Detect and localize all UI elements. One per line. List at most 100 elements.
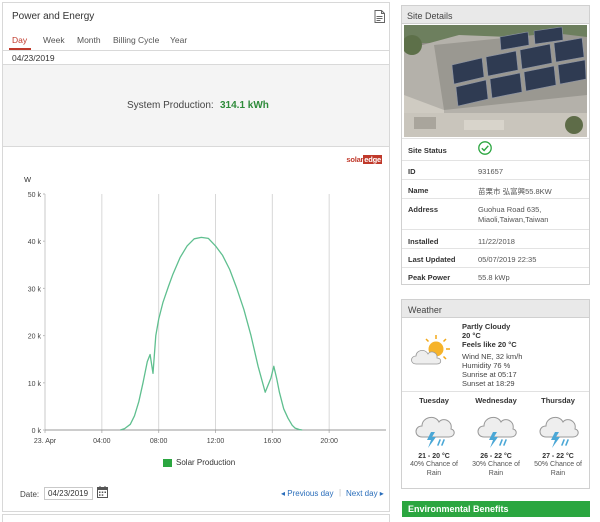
weather-title: Weather: [408, 305, 442, 315]
forecast-divider: [402, 391, 589, 392]
site-last-updated-value: 05/07/2019 22:35: [478, 255, 537, 264]
nav-separator: |: [339, 488, 342, 497]
production-summary: System Production: 314.1 kWh: [3, 65, 389, 147]
row-site-id: ID 931657: [402, 160, 589, 179]
weather-sunset: Sunset at 18:29: [462, 379, 515, 388]
x-tick-label: 04:00: [93, 438, 111, 445]
row-site-address: Address Guohua Road 635, Miaoli,Taiwan,T…: [402, 198, 589, 229]
weather-condition: Partly Cloudy: [462, 322, 511, 331]
legend-label: Solar Production: [176, 458, 236, 467]
site-status-label: Site Status: [408, 146, 447, 155]
forecast-temp: 26 - 22 °C: [480, 453, 512, 460]
x-tick-label: 16:00: [264, 438, 282, 445]
production-value: 314.1 kWh: [220, 100, 269, 111]
site-details-header: Site Details: [402, 6, 589, 24]
weather-feels-like: Feels like 20 °C: [462, 340, 517, 349]
site-installed-label: Installed: [408, 237, 439, 246]
forecast-rain-word: Rain: [550, 470, 566, 477]
thunderstorm-icon: [415, 416, 455, 448]
y-tick-label: 30 k: [28, 286, 42, 293]
site-installed-value: 11/22/2018: [478, 237, 515, 246]
production-chart: solaredge W 0 k 10 k 20 k 30 k 40 k 50 k 23. Ap…: [3, 147, 389, 477]
forecast-rain-word: Rain: [426, 470, 442, 477]
site-details-panel: Site Details Site Status: [401, 5, 590, 285]
x-tick-label: 12:00: [207, 438, 225, 445]
environmental-benefits-title: Environmental Benefits: [408, 504, 509, 514]
selected-date-strip: 04/23/2019: [3, 51, 389, 65]
date-navigation: Date: ◂ Previous day | Next day ▸: [3, 481, 389, 511]
forecast-day-2: Wednesday 26 - 22 °C 30% Chance of Rain: [466, 396, 526, 478]
tab-week[interactable]: Week: [43, 35, 65, 45]
x-tick-label: 08:00: [150, 438, 168, 445]
site-id-label: ID: [408, 167, 416, 176]
thunderstorm-icon: [477, 416, 517, 448]
tab-year[interactable]: Year: [170, 35, 188, 45]
forecast-day-name: Thursday: [541, 396, 575, 405]
site-peak-power-label: Peak Power: [408, 273, 451, 282]
series-line-solar-production: [120, 236, 303, 431]
tab-billing-cycle[interactable]: Billing Cycle: [113, 35, 160, 45]
weather-panel: Weather Partly Cloudy 20 °C Feels like 2…: [401, 299, 590, 489]
y-tick-label: 20 k: [28, 334, 42, 341]
tab-month[interactable]: Month: [77, 35, 101, 45]
site-address-line1: Guohua Road 635,: [478, 205, 542, 214]
tab-day[interactable]: Day: [12, 35, 28, 45]
next-day-link[interactable]: Next day ▸: [346, 489, 384, 498]
site-name-value: 苗栗市 弘富興55.8KW: [478, 187, 552, 196]
calendar-icon[interactable]: [97, 486, 108, 498]
legend-swatch: [163, 459, 172, 467]
weather-sunrise: Sunrise at 05:17: [462, 370, 517, 379]
site-peak-power-value: 55.8 kWp: [478, 273, 510, 282]
environmental-benefits-panel[interactable]: Environmental Benefits: [402, 501, 590, 517]
row-site-name: Name 苗栗市 弘富興55.8KW: [402, 179, 589, 198]
weather-header: Weather: [402, 300, 589, 318]
y-tick-label: 50 k: [28, 192, 42, 199]
weather-humidity: Humidity 76 %: [462, 361, 511, 370]
forecast-day-name: Wednesday: [475, 396, 517, 405]
row-site-peak-power: Peak Power 55.8 kWp: [402, 267, 589, 285]
y-tick-label: 10 k: [28, 381, 42, 388]
solaredge-logo: solaredge: [346, 155, 382, 164]
logo-edge: edge: [363, 155, 382, 164]
site-id-value: 931657: [478, 167, 504, 176]
site-name-label: Name: [408, 186, 429, 195]
active-tab-indicator: [9, 48, 31, 50]
row-site-last-updated: Last Updated 05/07/2019 22:35: [402, 248, 589, 267]
period-tabs: Day Week Month Billing Cycle Year: [3, 29, 389, 51]
forecast-rain: 40% Chance of: [410, 461, 458, 468]
forecast-temp: 21 - 20 °C: [418, 453, 450, 460]
panel-header: Power and Energy: [3, 3, 389, 29]
production-label: System Production:: [127, 100, 214, 111]
power-energy-panel: Power and Energy Day Week Month Billing …: [2, 2, 390, 512]
forecast-rain: 50% Chance of: [534, 461, 582, 468]
panel-title: Power and Energy: [12, 11, 95, 22]
date-field-label: Date:: [20, 490, 40, 499]
weather-temp: 20 °C: [462, 331, 481, 340]
forecast-day-3: Thursday 27 - 22 °C 50% Chance of Rain: [528, 396, 588, 478]
row-site-status: Site Status: [402, 138, 589, 160]
site-details-title: Site Details: [407, 11, 453, 21]
y-tick-label: 40 k: [28, 239, 42, 246]
check-circle-icon: [478, 141, 492, 155]
forecast-rain-word: Rain: [488, 470, 504, 477]
next-panel-edge: [2, 514, 390, 522]
forecast-day-name: Tuesday: [419, 396, 449, 405]
y-tick-label: 0 k: [32, 428, 42, 435]
y-axis-unit: W: [24, 175, 32, 184]
weather-wind: Wind NE, 32 km/h: [462, 352, 523, 361]
forecast-rain: 30% Chance of: [472, 461, 520, 468]
site-address-label: Address: [408, 205, 439, 214]
thunderstorm-icon: [539, 416, 579, 448]
x-tick-label: 23. Apr: [34, 438, 57, 445]
partly-cloudy-icon: [411, 335, 450, 365]
site-photo: [404, 25, 587, 137]
chart-svg: W 0 k 10 k 20 k 30 k 40 k 50 k 23. Apr 04:00 08:0…: [24, 175, 386, 445]
previous-day-link[interactable]: ◂ Previous day: [281, 489, 334, 498]
x-tick-label: 20:00: [320, 438, 338, 445]
logo-solar: solar: [346, 155, 364, 164]
site-address-line2: Miaoli,Taiwan,Taiwan: [478, 215, 549, 224]
export-pdf-icon[interactable]: [374, 10, 385, 23]
forecast-temp: 27 - 22 °C: [542, 453, 574, 460]
date-input[interactable]: [44, 487, 93, 500]
site-last-updated-label: Last Updated: [408, 255, 456, 264]
